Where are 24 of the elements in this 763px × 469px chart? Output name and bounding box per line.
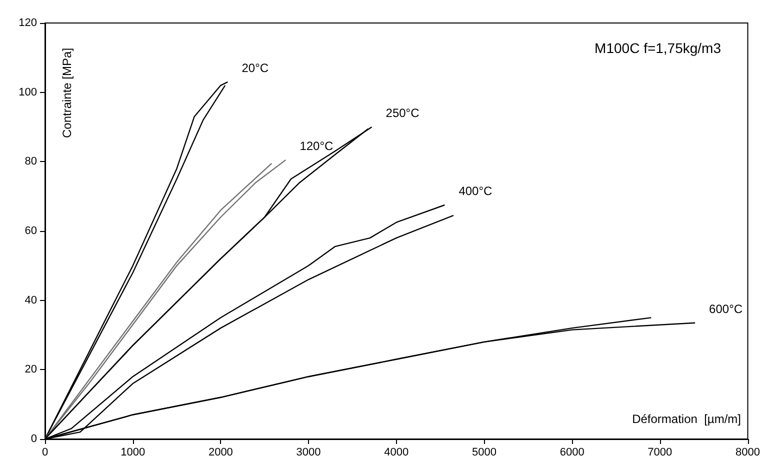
x-tick-label: 5000 bbox=[472, 446, 496, 458]
x-tick-label: 7000 bbox=[648, 446, 672, 458]
x-tick-label: 0 bbox=[42, 446, 48, 458]
series-label: 250°C bbox=[386, 106, 420, 120]
y-tick-label: 120 bbox=[18, 17, 37, 29]
annotation: M100C f=1,75kg/m3 bbox=[594, 40, 722, 56]
y-tick-label: 100 bbox=[18, 86, 37, 98]
y-tick-label: 0 bbox=[30, 433, 37, 445]
series-label: 400°C bbox=[458, 184, 493, 198]
x-tick-label: 6000 bbox=[560, 446, 584, 458]
x-axis-title: Déformation [µm/m] bbox=[632, 412, 741, 426]
x-tick-label: 4000 bbox=[384, 446, 409, 458]
x-tick-label: 8000 bbox=[736, 446, 760, 458]
y-axis-title: Contrainte [MPa] bbox=[60, 48, 74, 138]
x-tick-label: 3000 bbox=[296, 446, 321, 458]
series-label: 600°C bbox=[709, 302, 743, 316]
series-label: 120°C bbox=[300, 138, 334, 153]
y-tick-label: 40 bbox=[24, 294, 37, 306]
y-tick-label: 60 bbox=[24, 225, 37, 237]
x-tick-label: 2000 bbox=[208, 446, 233, 458]
y-tick-label: 80 bbox=[24, 156, 37, 168]
series-label: 20°C bbox=[242, 60, 269, 75]
x-tick-label: 1000 bbox=[120, 446, 146, 458]
y-tick-label: 20 bbox=[24, 364, 37, 376]
